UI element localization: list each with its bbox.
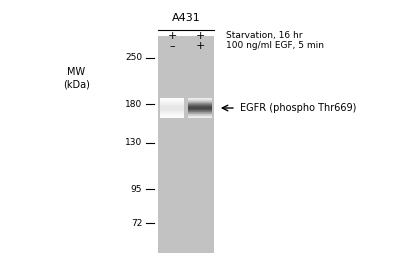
Bar [188,114,212,115]
Bar [160,115,184,116]
Bar [188,100,212,101]
Bar [188,113,212,114]
Text: 95: 95 [131,185,142,194]
Bar [188,104,212,105]
Bar [188,110,212,111]
Bar [188,112,212,113]
Bar [160,107,184,108]
Bar [188,99,212,100]
Text: +: + [195,31,205,41]
Text: 100 ng/ml EGF, 5 min: 100 ng/ml EGF, 5 min [226,41,324,50]
Bar [188,111,212,112]
Bar [160,112,184,113]
Bar [188,102,212,103]
Text: 130: 130 [125,138,142,147]
Text: +: + [195,41,205,51]
Bar [160,104,184,105]
Bar [188,101,212,102]
Bar [188,103,212,104]
Bar [188,115,212,116]
Bar [188,98,212,99]
Bar [188,99,212,100]
Bar [188,109,212,110]
Bar [160,103,184,104]
Bar [160,117,184,118]
Bar [160,110,184,111]
Bar [160,111,184,112]
Bar [160,101,184,102]
Bar [160,105,184,106]
Bar [160,110,184,111]
Bar [188,115,212,116]
Bar [160,106,184,107]
Bar [188,117,212,118]
Bar [188,107,212,108]
Bar [160,98,184,99]
Bar [188,110,212,111]
Text: Starvation, 16 hr: Starvation, 16 hr [226,31,302,40]
Text: MW
(kDa): MW (kDa) [63,68,90,89]
Bar [188,112,212,113]
Bar [160,114,184,115]
Text: 72: 72 [131,219,142,228]
Bar [188,105,212,106]
Bar [160,108,184,109]
Bar [160,103,184,104]
Text: 250: 250 [125,53,142,62]
Bar [160,99,184,100]
Bar [188,111,212,112]
Bar [188,108,212,109]
Bar [160,114,184,115]
Bar [188,114,212,115]
Text: –: – [169,41,175,51]
Bar [160,116,184,117]
Text: A431: A431 [172,12,200,23]
Bar [160,107,184,108]
Bar [160,112,184,113]
Bar [188,100,212,101]
Bar [160,115,184,116]
Bar [160,102,184,103]
Bar [160,111,184,112]
Bar [188,106,212,107]
Bar [188,108,212,109]
Bar [188,107,212,108]
Bar [160,113,184,114]
Text: +: + [168,31,177,41]
Text: EGFR (phospho Thr669): EGFR (phospho Thr669) [240,103,356,113]
Bar [188,102,212,103]
Bar [160,102,184,103]
Bar [188,116,212,117]
Bar [188,103,212,104]
Text: 180: 180 [125,100,142,109]
Bar [158,36,214,253]
Bar [160,108,184,109]
Bar [160,104,184,105]
Bar [160,99,184,100]
Bar [160,100,184,101]
Bar [160,109,184,110]
Bar [160,100,184,101]
Bar [188,104,212,105]
